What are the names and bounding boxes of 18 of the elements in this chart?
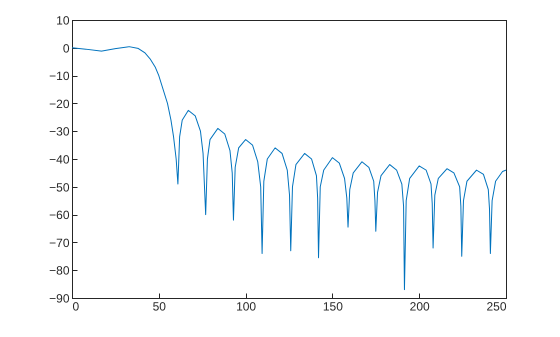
x-tick-label: 200 <box>410 300 430 314</box>
y-tick-label: −40 <box>49 152 70 166</box>
x-tick-label: 100 <box>236 300 256 314</box>
x-tick-label: 150 <box>322 300 344 314</box>
y-tick-label: −50 <box>49 180 70 194</box>
y-tick-label: −10 <box>49 69 70 84</box>
y-tick-label: 0 <box>62 41 70 56</box>
line-series <box>72 46 506 290</box>
y-tick-label: −90 <box>49 292 70 306</box>
x-tick-label: 250 <box>486 300 507 314</box>
y-tick-label: −30 <box>49 124 70 139</box>
y-tick-label: −80 <box>49 264 70 278</box>
x-tick-label: 0 <box>72 300 80 314</box>
y-tick-label: −20 <box>49 96 70 111</box>
y-tick-label: −60 <box>49 208 70 222</box>
x-tick-label: 50 <box>152 300 166 314</box>
y-tick-label: −70 <box>49 236 70 250</box>
y-tick-label: 10 <box>56 14 70 28</box>
